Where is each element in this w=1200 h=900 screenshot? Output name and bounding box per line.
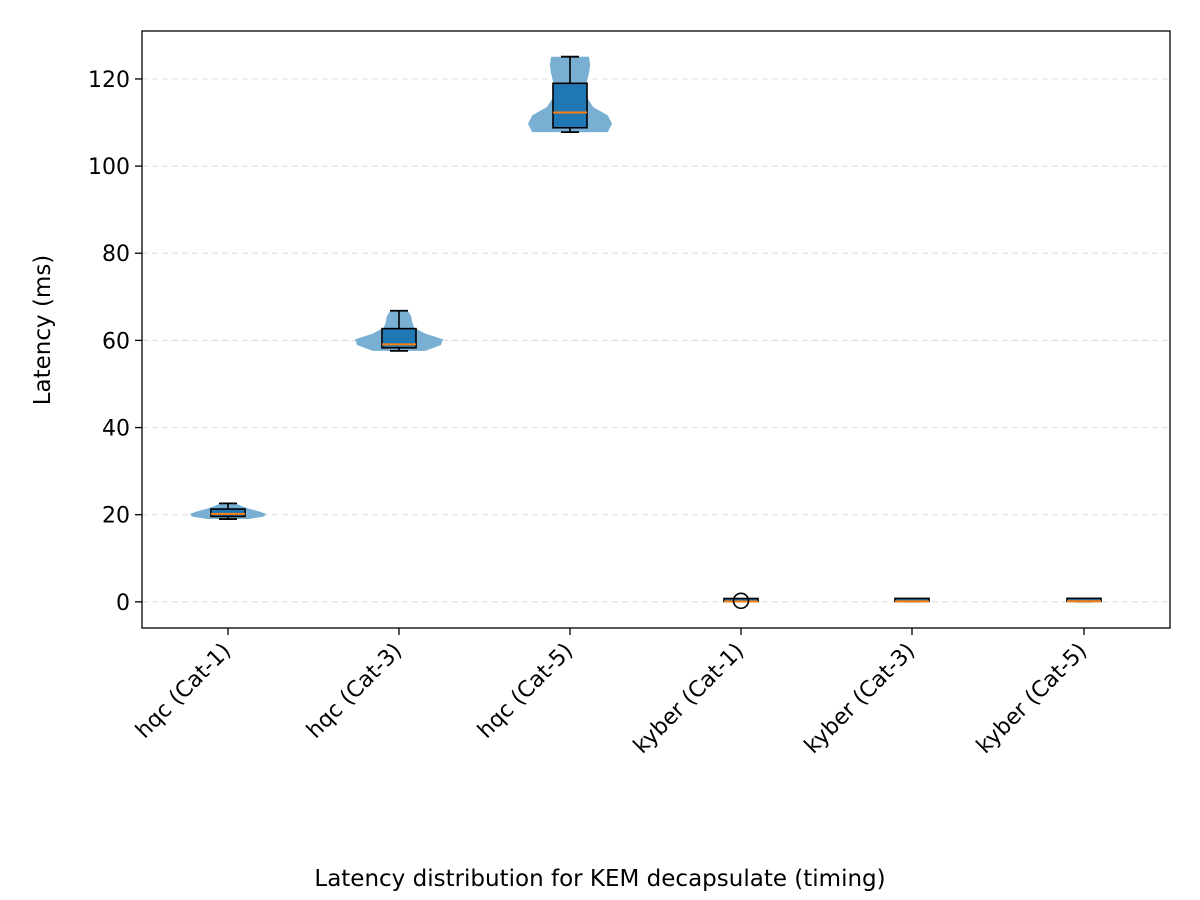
axes (141, 30, 1171, 629)
gridlines (142, 78, 1170, 603)
box-iqr (552, 82, 588, 129)
y-ticks: 0 20 40 60 80 100 120 (88, 68, 142, 616)
x-tick-label: kyber (Cat-1) (629, 639, 749, 759)
y-tick-label: 60 (102, 329, 130, 354)
box-iqr (210, 508, 246, 518)
x-tick-label: hqc (Cat-3) (302, 639, 407, 744)
y-tick-label: 0 (116, 591, 130, 616)
x-ticks: hqc (Cat-1) hqc (Cat-3) hqc (Cat-5) kyber (… (131, 628, 1092, 759)
boxplots (210, 55, 1102, 610)
y-axis-label: Latency (ms) (30, 255, 56, 406)
x-tick-label: kyber (Cat-5) (972, 639, 1092, 759)
y-tick-label: 120 (88, 68, 130, 93)
plot-frame (141, 30, 1171, 629)
x-tick-label: hqc (Cat-1) (131, 639, 236, 744)
box-iqr (381, 327, 417, 349)
chart-caption: Latency distribution for KEM decapsulate… (314, 866, 886, 892)
y-tick-label: 40 (102, 417, 130, 442)
outlier-point (732, 592, 750, 610)
y-tick-label: 80 (102, 242, 130, 267)
x-tick-label: kyber (Cat-3) (800, 639, 920, 759)
y-tick-label: 20 (102, 504, 130, 529)
x-tick-label: hqc (Cat-5) (473, 639, 578, 744)
violins (190, 56, 1093, 602)
y-tick-label: 100 (88, 155, 130, 180)
